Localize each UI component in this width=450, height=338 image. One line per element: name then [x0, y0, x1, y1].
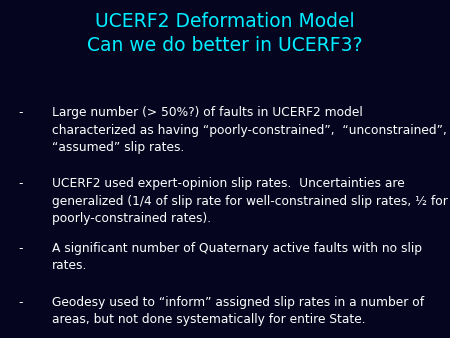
Text: -: - [18, 296, 22, 309]
Text: -: - [18, 106, 22, 119]
Text: A significant number of Quaternary active faults with no slip
rates.: A significant number of Quaternary activ… [52, 242, 422, 272]
Text: UCERF2 Deformation Model
Can we do better in UCERF3?: UCERF2 Deformation Model Can we do bette… [87, 12, 363, 55]
Text: UCERF2 used expert-opinion slip rates.  Uncertainties are
generalized (1/4 of sl: UCERF2 used expert-opinion slip rates. U… [52, 177, 448, 225]
Text: Geodesy used to “inform” assigned slip rates in a number of
areas, but not done : Geodesy used to “inform” assigned slip r… [52, 296, 424, 326]
Text: -: - [18, 242, 22, 255]
Text: Large number (> 50%?) of faults in UCERF2 model
characterized as having “poorly-: Large number (> 50%?) of faults in UCERF… [52, 106, 446, 154]
Text: -: - [18, 177, 22, 190]
